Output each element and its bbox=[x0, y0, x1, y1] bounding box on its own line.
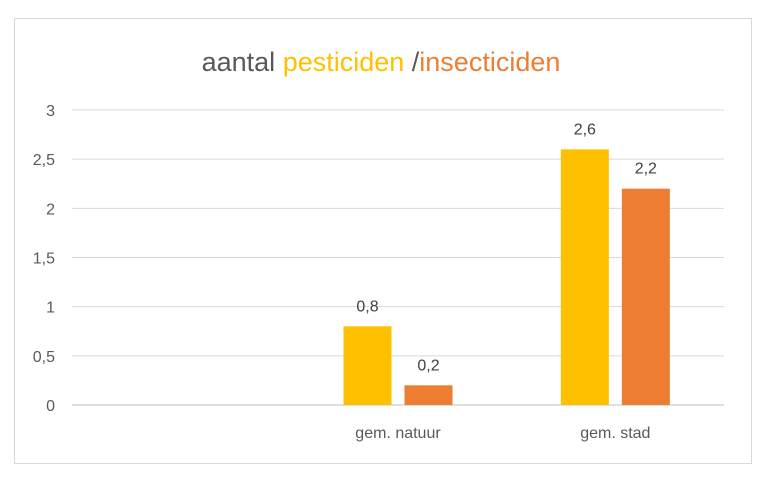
data-label: 0,2 bbox=[417, 357, 439, 374]
category-labels: gem. natuur gem. stad bbox=[355, 425, 650, 442]
gridlines bbox=[72, 109, 724, 406]
title-part: insecticiden bbox=[419, 47, 560, 77]
category-label: gem. natuur bbox=[355, 425, 441, 442]
data-label: 0,8 bbox=[356, 298, 378, 315]
bars bbox=[343, 149, 670, 405]
title-part: / bbox=[404, 47, 420, 77]
y-tick-label: 2 bbox=[46, 201, 55, 218]
title-part: aantal bbox=[202, 47, 283, 77]
y-tick-label: 1 bbox=[46, 300, 55, 317]
y-tick-label: 0 bbox=[46, 398, 55, 415]
y-tick-label: 2,5 bbox=[33, 152, 55, 169]
chart-title: aantal pesticiden /insecticiden bbox=[202, 47, 561, 77]
bar bbox=[343, 326, 392, 405]
y-tick-label: 3 bbox=[46, 103, 55, 120]
bar bbox=[560, 149, 609, 405]
y-tick-label: 1,5 bbox=[33, 251, 55, 268]
category-label: gem. stad bbox=[580, 425, 650, 442]
data-label: 2,6 bbox=[574, 121, 596, 138]
data-label: 2,2 bbox=[635, 161, 657, 178]
title-part: pesticiden bbox=[283, 47, 405, 77]
y-tick-label: 0,5 bbox=[33, 349, 55, 366]
bar bbox=[404, 385, 453, 405]
y-axis-ticks: 0 0,5 1 1,5 2 2,5 3 bbox=[33, 103, 55, 415]
bar bbox=[621, 188, 670, 405]
data-labels: 0,8 0,2 2,6 2,2 bbox=[356, 121, 657, 374]
